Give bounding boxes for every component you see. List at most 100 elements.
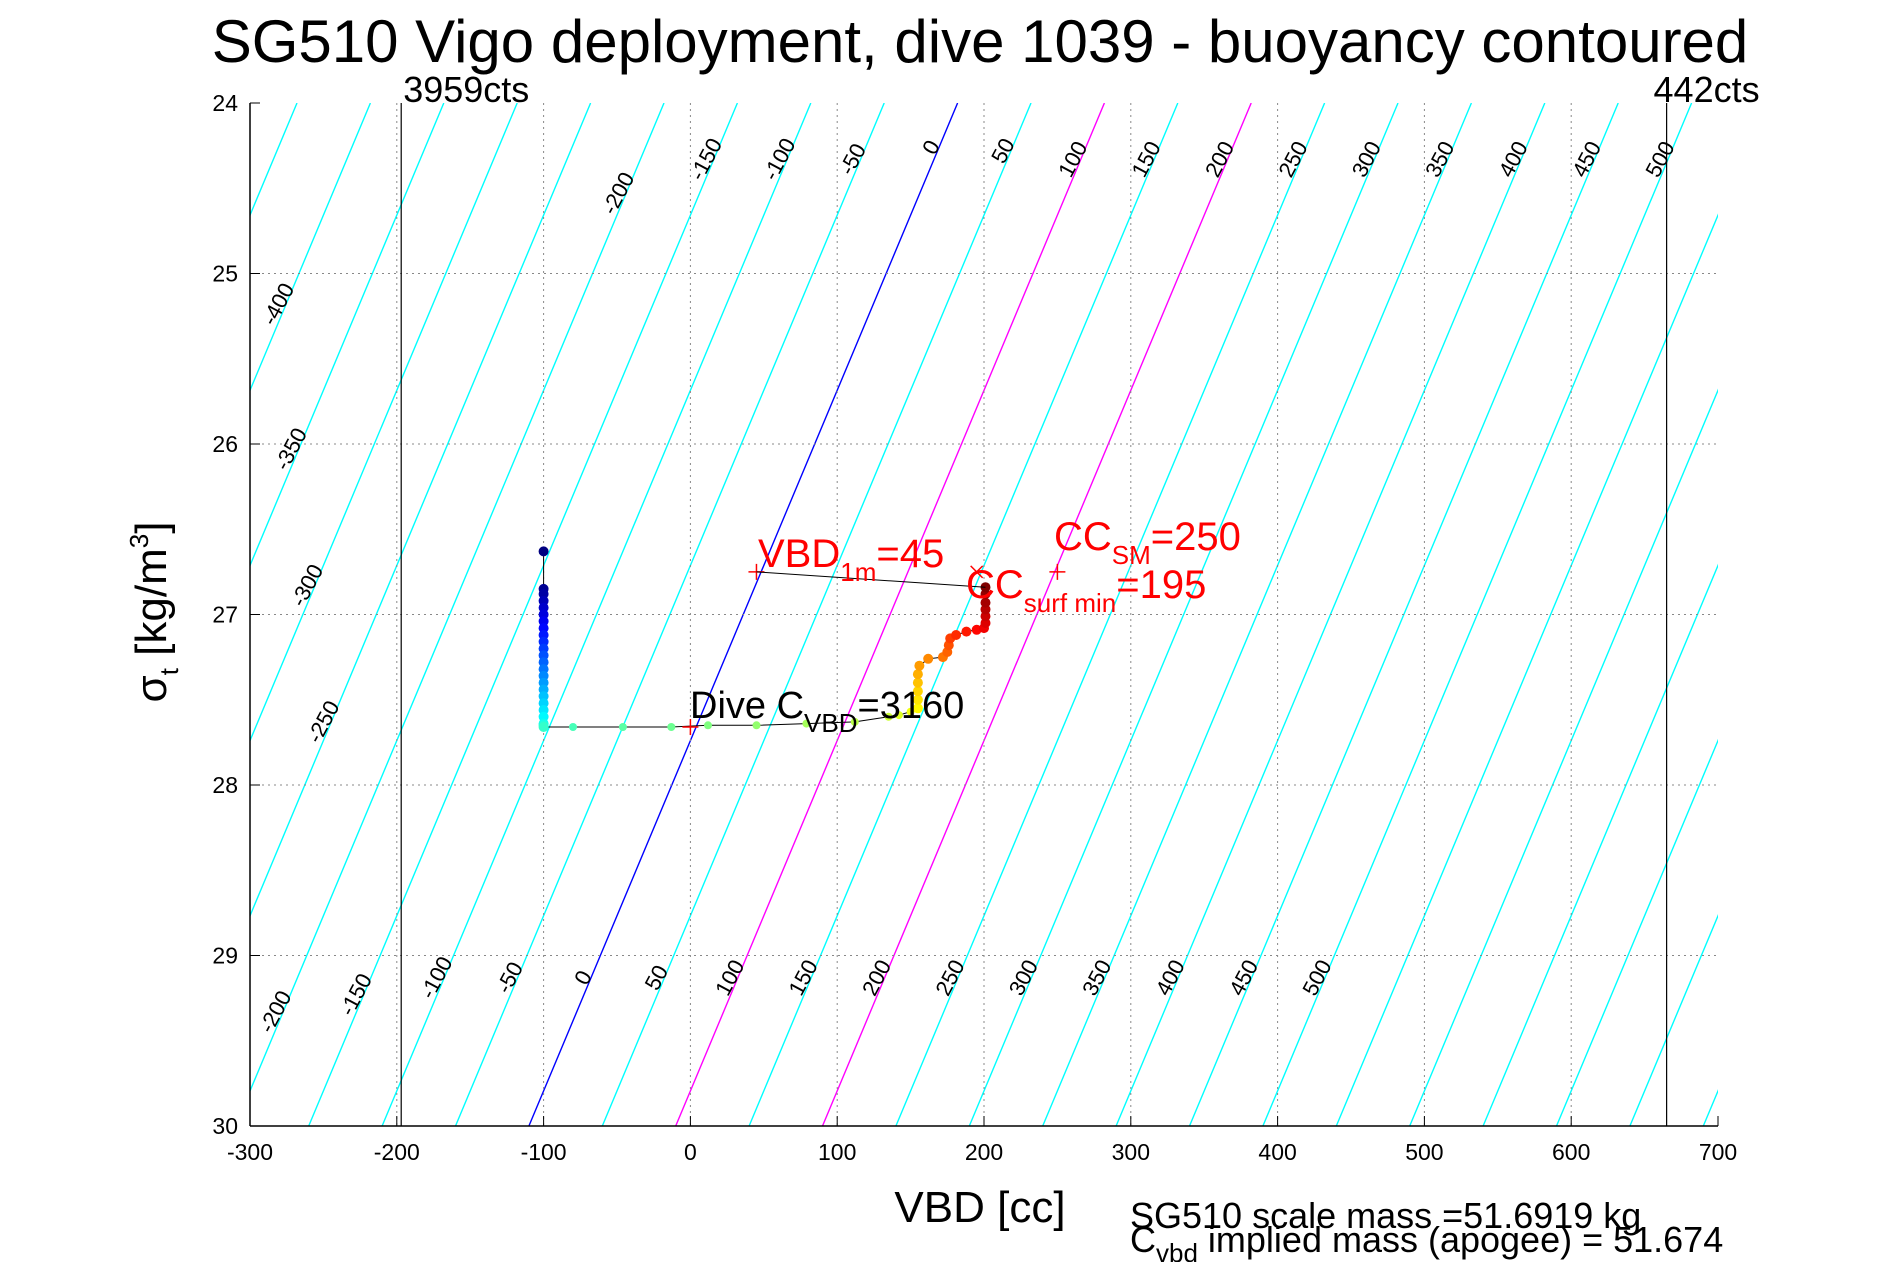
contour-line [1850,103,1891,1126]
contour-line [1629,913,1718,1126]
contour-label-bottom: -50 [491,958,528,998]
implied-mass-note: Cvbd implied mass (apogee) = 51.674 [1130,1219,1723,1262]
contour-label-bottom: 350 [1077,956,1116,1000]
data-point [538,623,549,634]
y-tick-label: 26 [212,431,238,457]
contour-label-bottom: 0 [569,966,597,989]
cc-surf-marker [970,565,984,579]
contour-line [675,103,1106,1126]
scale-mass-note: SG510 scale mass =51.6919 kg [1130,1195,1641,1236]
x-tick-label: 100 [818,1139,856,1165]
contour-line [381,103,812,1126]
cc-surf-min-annotation: CCsurf min=195 [966,563,1206,618]
data-point [538,691,549,702]
y-tick-label: 24 [212,90,238,116]
data-point [923,653,934,664]
contour-label-bottom: 250 [930,956,969,1000]
reference-markers [682,563,1066,736]
contour-label-top: 0 [917,136,945,159]
data-point [980,582,991,593]
contour-line [1335,213,1718,1126]
x-tick-label: 200 [965,1139,1003,1165]
contour-line [0,103,77,1126]
vbd-1m-annotation: VBD1m=45 [758,532,944,587]
data-point [704,721,712,730]
contour-label-top: 400 [1494,137,1533,181]
count-limit-lines [400,103,1668,1126]
chart-title: SG510 Vigo deployment, dive 1039 - buoya… [212,8,1749,75]
contour-label-top: 450 [1567,137,1606,181]
contour-label-bottom: 400 [1151,956,1190,1000]
plot-frame [249,102,1719,1127]
contour-label-bottom: 150 [784,956,823,1000]
data-point [752,721,761,730]
data-point [980,597,991,608]
y-tick-label: 27 [212,602,238,628]
data-point [894,711,903,720]
x-tick-label: -100 [521,1139,567,1165]
contour-label-top: 150 [1127,137,1166,181]
x-tick-label: 500 [1405,1139,1443,1165]
contour-label-top: 350 [1420,137,1459,181]
contour-line [250,103,445,568]
dive-c-vbd-annotation: Dive CVBD=3160 [690,685,964,738]
contour-label-top: 200 [1200,137,1239,181]
data-point [538,722,549,732]
x-tick-label: -300 [227,1139,273,1165]
x-tick-label: 0 [684,1139,697,1165]
y-tick-label: 30 [212,1113,238,1139]
data-point [912,677,923,688]
data-series [538,546,991,732]
x-tick-label: 300 [1112,1139,1150,1165]
contour-label-top: -50 [834,139,871,179]
contour-line [250,103,518,743]
contour-line [1777,103,1891,1126]
y-tick-label: 29 [212,943,238,969]
vbd-1m-link [756,571,986,588]
x-axis-label: VBD [cc] [894,1183,1065,1232]
data-point [538,657,549,668]
contour-label-top: 500 [1640,137,1679,181]
data-point [912,694,923,705]
x-tick-label: -200 [374,1139,420,1165]
data-point [951,630,962,640]
y-tick-label: 25 [212,261,238,287]
contour-line [1482,563,1718,1126]
contour-line [250,103,372,393]
data-point [569,723,577,731]
contour-line [1262,103,1693,1126]
contour-line [1555,738,1718,1126]
data-point [912,686,923,697]
data-point [884,712,893,721]
x-tick-label: 600 [1552,1139,1590,1165]
data-point [802,719,811,728]
contour-label-bottom: 100 [710,956,749,1000]
data-point [667,723,676,731]
data-point [912,669,923,680]
x-tick-label: 700 [1699,1139,1737,1165]
data-point [961,626,972,637]
data-point [618,723,627,731]
contour-label-bottom: 300 [1004,956,1043,1000]
contour-label-bottom: 200 [857,956,896,1000]
x-tick-label: 400 [1258,1139,1296,1165]
contour-label-bottom: 450 [1224,956,1263,1000]
contour-label-bottom: 50 [640,961,674,994]
count-limit-label-left: 3959cts [403,69,529,110]
y-axis-label: σt [kg/m3] [124,522,184,703]
data-point [850,717,859,726]
tick-labels: -300 -200 -100 0 100 200 300 400 500 600 700242526… [212,90,1737,1165]
contour-line [968,103,1399,1126]
contour-line [1702,1089,1718,1126]
contour-label-top: 50 [986,134,1020,167]
contour-line [0,103,224,1126]
count-limit-label-right: 442cts [1654,69,1760,110]
y-tick-label: 28 [212,772,238,798]
contour-label-top: 250 [1273,137,1312,181]
data-point [912,703,923,714]
data-point [906,707,915,716]
data-point [538,589,549,599]
data-point [914,660,925,671]
